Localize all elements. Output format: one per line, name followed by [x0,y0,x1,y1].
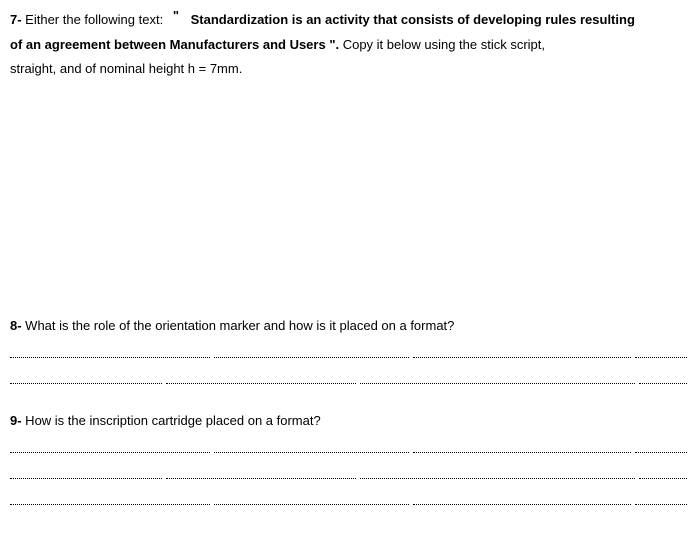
q7-number: 7- [10,12,22,27]
q8-text: What is the role of the orientation mark… [22,318,455,333]
q7-tail1: Copy it below using the stick script, [339,37,545,52]
q9-answer-line-3 [10,496,687,510]
q7-open-quote: " [173,4,179,29]
question-9: 9- How is the inscription cartridge plac… [10,411,687,432]
worksheet-page: 7- Either the following text: " Standard… [0,0,697,518]
q9-answer-line-1 [10,444,687,458]
q9-answer-line-2 [10,470,687,484]
q9-number: 9- [10,413,22,428]
q7-bold-line2: of an agreement between Manufacturers an… [10,37,339,52]
q8-answer-line-1 [10,349,687,363]
q9-text: How is the inscription cartridge placed … [22,413,321,428]
q7-answer-space [10,88,687,316]
question-7: 7- Either the following text: " Standard… [10,8,687,82]
q8-answer-line-2 [10,375,687,389]
q7-bold-line1: Standardization is an activity that cons… [191,12,635,27]
q7-lead-text: Either the following text: [22,12,164,27]
q8-number: 8- [10,318,22,333]
question-8: 8- What is the role of the orientation m… [10,316,687,337]
q7-tail2: straight, and of nominal height h = 7mm. [10,61,242,76]
